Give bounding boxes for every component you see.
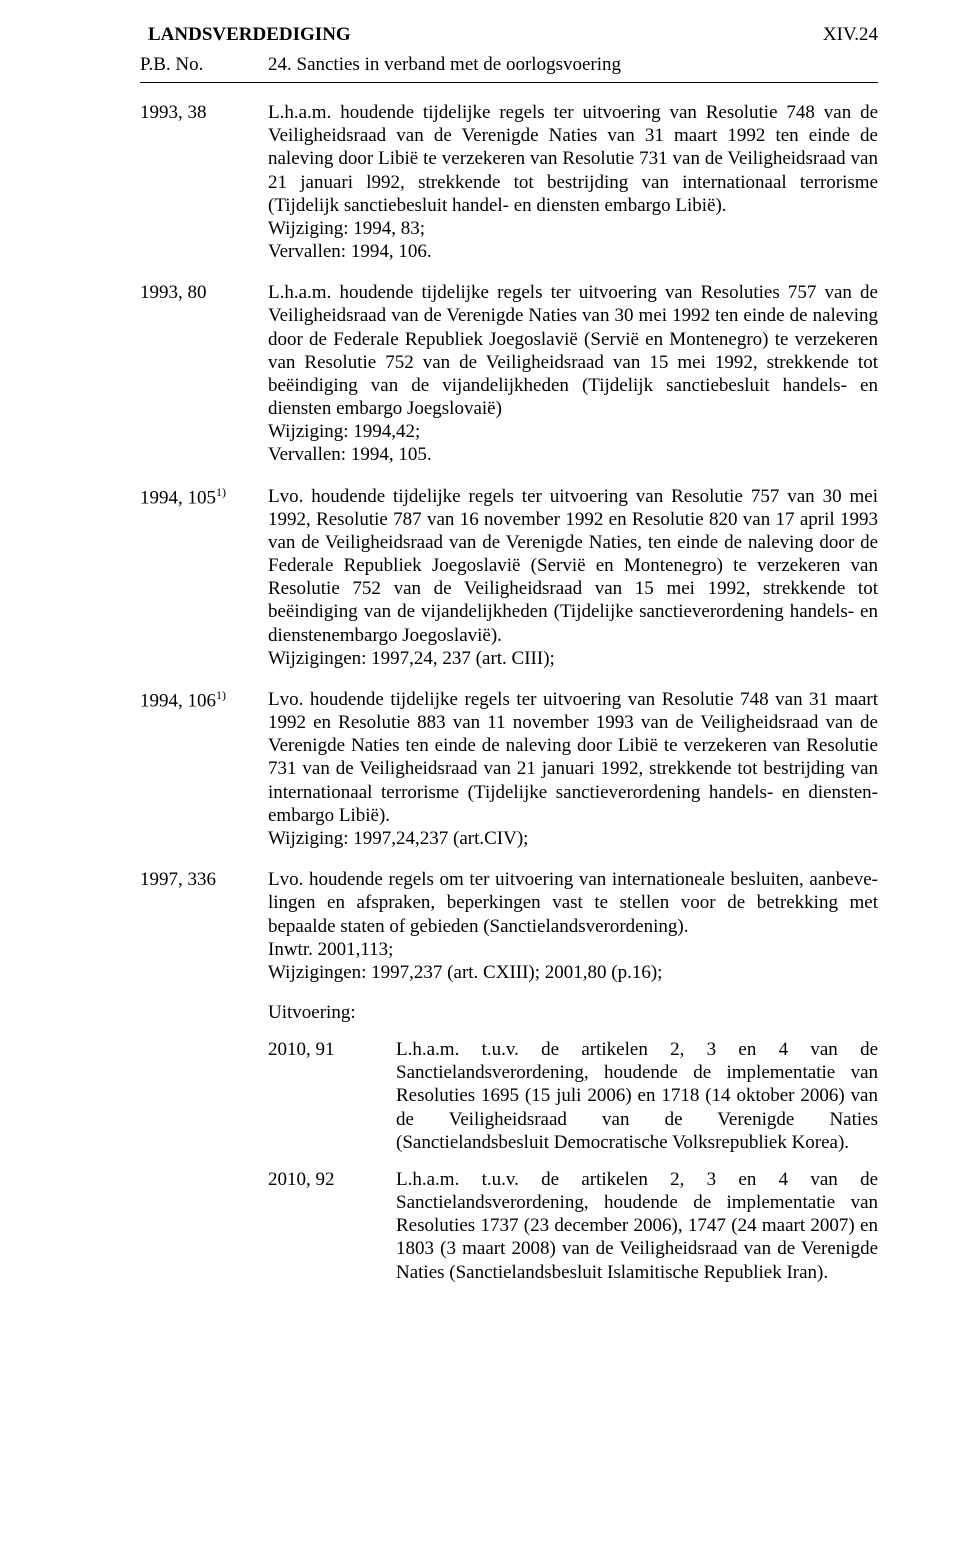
pb-no-label: P.B. No. (140, 54, 268, 76)
entry-note: 1) (216, 485, 226, 499)
entry-body: L.h.a.m. houdende tijdelijke regels ter … (268, 101, 878, 263)
sub-entry: 2010, 91 L.h.a.m. t.u.v. de artikelen 2,… (268, 1038, 878, 1154)
page-title: LANDSVERDEDIGING (148, 24, 878, 46)
uitvoering-label: Uitvoering: (268, 1002, 878, 1024)
entry: 1993, 80 L.h.a.m. houdende tijdelijke re… (140, 281, 878, 466)
entry-year: 1994, 1061) (140, 688, 268, 713)
entry-body: L.h.a.m. houdende tijdelijke regels ter … (268, 281, 878, 466)
sub-entry-year: 2010, 92 (268, 1168, 396, 1191)
entry: 1993, 38 L.h.a.m. houdende tijdelijke re… (140, 101, 878, 263)
entry-year: 1997, 336 (140, 868, 268, 891)
entry: 1997, 336 Lvo. houdende regels om ter ui… (140, 868, 878, 984)
entry: 1994, 1061) Lvo. houdende tijdelijke reg… (140, 688, 878, 850)
entry-year: 1993, 80 (140, 281, 268, 304)
header-divider (140, 82, 878, 83)
entry-year-text: 1994, 106 (140, 690, 216, 711)
entry-note: 1) (216, 688, 226, 702)
header-subtitle-row: P.B. No. 24. Sancties in verband met de … (140, 54, 878, 76)
entry-year-text: 1994, 105 (140, 487, 216, 508)
entry: 1994, 1051) Lvo. houdende tijdelijke reg… (140, 485, 878, 670)
entry-body: Lvo. houdende tijdelijke regels ter uitv… (268, 688, 878, 850)
document-page: XIV.24 LANDSVERDEDIGING P.B. No. 24. San… (0, 0, 960, 1547)
sub-entry-year: 2010, 91 (268, 1038, 396, 1061)
sub-entry: 2010, 92 L.h.a.m. t.u.v. de artikelen 2,… (268, 1168, 878, 1284)
entry-body: Lvo. houdende tijdelijke regels ter uitv… (268, 485, 878, 670)
subtitle: 24. Sancties in verband met de oorlogsvo… (268, 54, 878, 76)
entry-body: Lvo. houdende regels om ter uitvoering v… (268, 868, 878, 984)
sub-entry-body: L.h.a.m. t.u.v. de artikelen 2, 3 en 4 v… (396, 1168, 878, 1284)
entry-year: 1994, 1051) (140, 485, 268, 510)
sub-entry-body: L.h.a.m. t.u.v. de artikelen 2, 3 en 4 v… (396, 1038, 878, 1154)
entry-year: 1993, 38 (140, 101, 268, 124)
